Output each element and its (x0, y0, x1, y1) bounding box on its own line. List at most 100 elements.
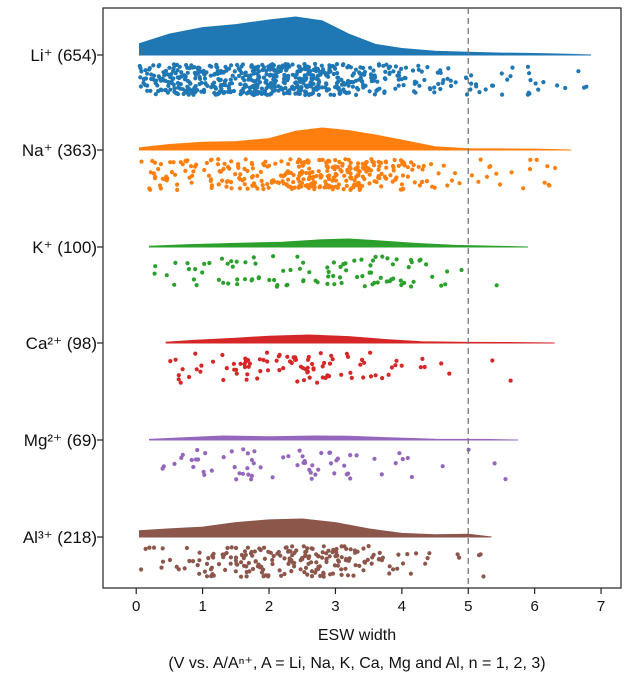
series-ca (165, 334, 555, 385)
data-point-ca (210, 359, 216, 364)
data-point-li (302, 75, 307, 80)
data-point-mg (195, 447, 200, 453)
data-point-al (400, 561, 406, 566)
data-point-mg (246, 472, 251, 477)
data-point-al (334, 550, 339, 555)
data-point-al (209, 574, 214, 579)
data-point-li (527, 71, 532, 76)
data-point-li (229, 81, 235, 86)
data-point-li (396, 77, 401, 82)
data-point-na (152, 160, 158, 165)
data-point-ca (224, 366, 229, 371)
data-point-li (346, 81, 351, 86)
data-point-na (369, 157, 374, 162)
data-point-ca (447, 371, 452, 376)
data-point-al (159, 565, 164, 570)
data-point-al (327, 554, 332, 559)
data-point-li (251, 83, 256, 89)
data-point-k (378, 275, 383, 280)
data-point-na (409, 160, 414, 165)
data-point-na (379, 184, 384, 189)
data-point-li (213, 86, 218, 91)
data-point-al (257, 546, 262, 551)
data-point-li (240, 62, 245, 67)
data-point-k (235, 277, 240, 282)
data-point-li (185, 70, 190, 75)
data-point-ca (221, 377, 226, 383)
data-point-k (242, 277, 248, 282)
data-point-na (309, 181, 314, 186)
data-point-al (228, 561, 233, 566)
data-point-na (348, 171, 353, 176)
data-point-li (149, 72, 154, 77)
data-point-li (149, 76, 154, 82)
data-point-li (368, 65, 373, 70)
data-point-na (236, 165, 241, 170)
data-point-li (272, 85, 277, 90)
data-point-na (336, 182, 341, 187)
data-point-na (318, 184, 323, 189)
data-point-na (204, 160, 209, 166)
data-point-al (229, 545, 234, 550)
data-point-li (295, 84, 300, 90)
data-point-na (553, 165, 558, 171)
data-point-na (384, 165, 389, 170)
data-point-mg (348, 453, 353, 458)
data-point-k (385, 256, 390, 261)
data-point-li (190, 65, 195, 70)
data-point-ca (326, 374, 332, 379)
data-point-na (300, 163, 305, 168)
data-point-mg (249, 473, 254, 478)
data-point-li (284, 90, 290, 95)
data-point-al (233, 555, 239, 560)
data-point-k (275, 283, 280, 288)
data-point-mg (348, 476, 353, 481)
data-point-ca (265, 368, 271, 373)
data-point-na (164, 178, 169, 183)
data-point-li (371, 68, 376, 73)
data-point-na (250, 166, 255, 171)
data-point-ca (265, 359, 270, 364)
data-point-ca (380, 376, 385, 381)
data-point-al (228, 555, 233, 560)
data-point-al (250, 566, 256, 572)
data-point-li (145, 71, 150, 76)
data-point-al (316, 554, 321, 559)
data-point-li (248, 73, 253, 78)
data-point-al (355, 549, 360, 554)
data-point-na (333, 171, 338, 176)
data-point-na (242, 182, 247, 187)
data-point-na (497, 182, 503, 187)
data-point-li (527, 91, 532, 96)
data-point-li (273, 72, 278, 77)
data-point-k (373, 254, 378, 259)
data-point-li (361, 65, 366, 71)
data-point-ca (368, 350, 373, 355)
data-point-li (416, 63, 421, 68)
data-point-al (190, 559, 196, 564)
data-point-li (438, 86, 443, 92)
data-point-na (225, 164, 231, 169)
data-point-al (309, 574, 315, 579)
data-point-al (303, 565, 309, 571)
cloud-al (139, 518, 492, 538)
data-point-li (315, 73, 320, 78)
data-point-al (250, 553, 255, 558)
data-point-al (233, 558, 238, 563)
data-point-al (387, 564, 392, 569)
data-point-li (262, 89, 267, 94)
data-point-k (445, 269, 450, 274)
category-label-ca: Ca²⁺ (98) (26, 334, 97, 353)
data-point-al (282, 556, 287, 561)
data-point-k (368, 263, 373, 268)
data-point-li (453, 80, 458, 85)
data-point-al (151, 545, 157, 550)
data-point-li (383, 76, 388, 82)
data-point-li (541, 80, 546, 85)
data-point-na (189, 164, 194, 169)
data-point-na (217, 169, 222, 174)
data-point-k (339, 280, 344, 286)
data-point-al (242, 549, 248, 554)
data-point-li (303, 83, 308, 88)
data-point-al (182, 566, 187, 571)
